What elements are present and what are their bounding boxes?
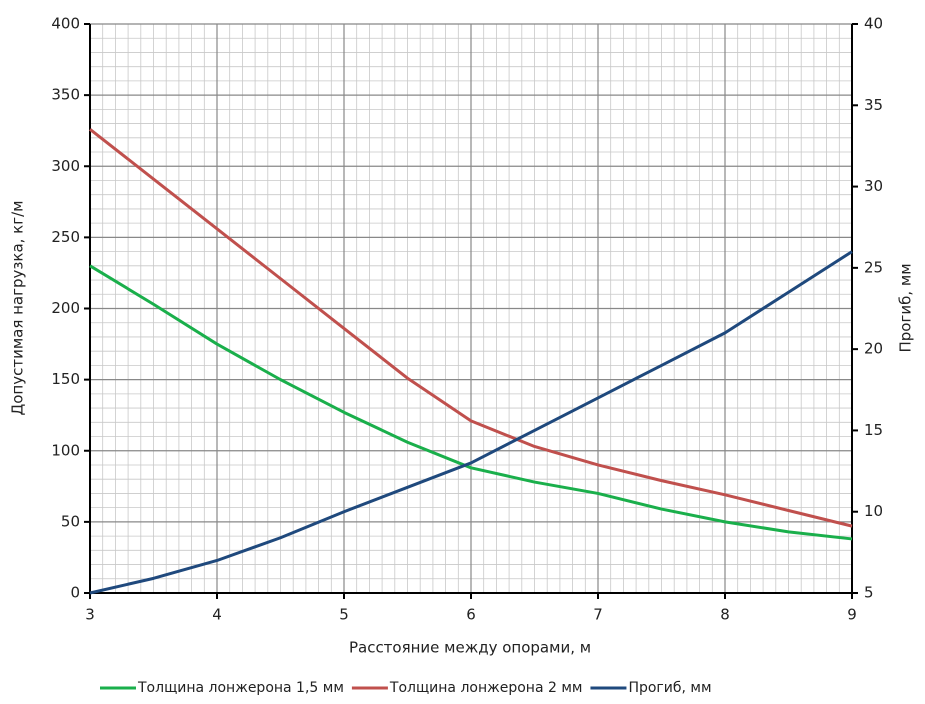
x-tick-label: 3	[85, 606, 95, 624]
y2-tick-label: 40	[864, 15, 883, 33]
x-axis-label: Расстояние между опорами, м	[349, 639, 591, 657]
y-tick-label: 250	[51, 228, 80, 246]
legend-label: Прогиб, мм	[628, 680, 711, 696]
y-tick-label: 400	[51, 15, 80, 33]
y2-tick-label: 10	[864, 502, 883, 520]
legend-label: Толщина лонжерона 1,5 мм	[137, 680, 344, 696]
x-tick-label: 5	[339, 606, 349, 624]
y-tick-label: 350	[51, 86, 80, 104]
y-axis-label: Допустимая нагрузка, кг/м	[9, 201, 27, 416]
y2-tick-label: 30	[864, 177, 883, 195]
y2-axis-label: Прогиб, мм	[897, 263, 915, 352]
y2-tick-label: 5	[864, 584, 874, 602]
line-series	[89, 250, 853, 595]
y2-tick-label: 20	[864, 340, 883, 358]
y2-tick-label: 35	[864, 96, 883, 114]
y-tick-label: 300	[51, 157, 80, 175]
x-tick-label: 9	[847, 606, 857, 624]
x-tick-label: 7	[593, 606, 603, 624]
y2-tick-label: 15	[864, 421, 883, 439]
y-tick-label: 50	[61, 512, 80, 530]
y2-tick-label: 25	[864, 258, 883, 276]
line-series	[89, 128, 853, 528]
legend-label: Толщина лонжерона 2 мм	[389, 680, 583, 696]
y-tick-label: 200	[51, 299, 80, 317]
x-tick-label: 8	[720, 606, 730, 624]
line-series	[89, 264, 853, 541]
x-tick-label: 6	[466, 606, 476, 624]
x-tick-label: 4	[212, 606, 222, 624]
y-tick-label: 150	[51, 370, 80, 388]
y-tick-label: 100	[51, 441, 80, 459]
y-tick-label: 0	[70, 584, 80, 602]
